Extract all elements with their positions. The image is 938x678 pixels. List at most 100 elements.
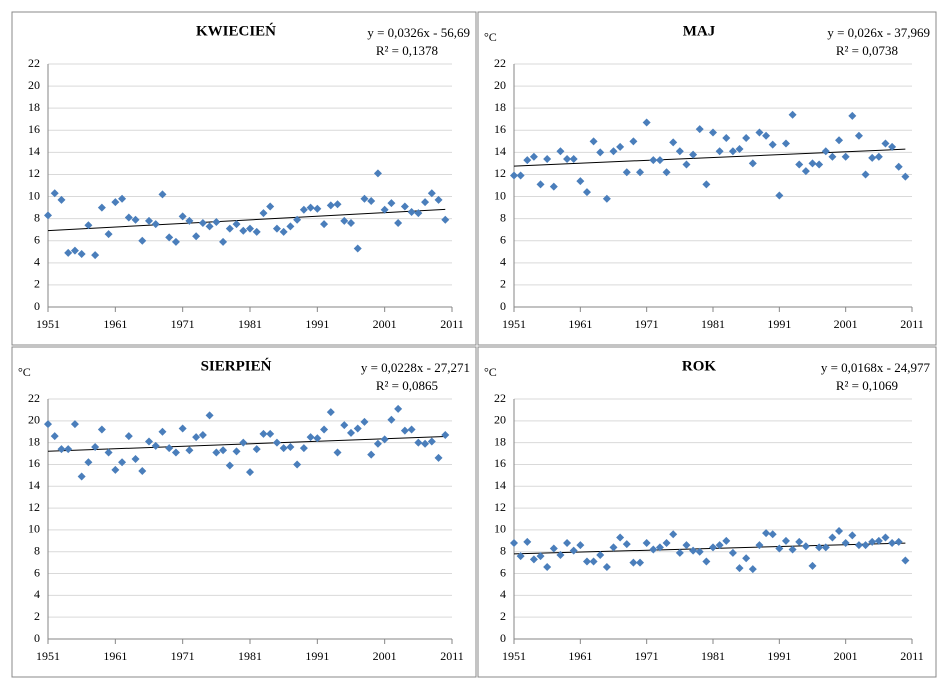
unit-label: °C — [484, 365, 497, 379]
data-point — [97, 425, 106, 434]
data-point — [326, 201, 335, 210]
data-point — [400, 202, 409, 211]
data-point — [57, 195, 66, 204]
y-tick-label: 16 — [28, 122, 40, 136]
data-point — [529, 555, 538, 564]
data-point — [347, 219, 355, 228]
data-point — [728, 147, 737, 156]
r-squared: R² = 0,0865 — [376, 378, 438, 393]
data-point — [434, 195, 443, 204]
data-point — [702, 557, 711, 566]
data-point — [722, 536, 731, 545]
y-tick-label: 4 — [500, 587, 506, 601]
data-point — [124, 432, 133, 441]
data-point — [901, 556, 910, 565]
data-point — [543, 563, 552, 571]
y-tick-label: 18 — [28, 434, 40, 448]
data-point — [556, 147, 565, 156]
data-point — [642, 539, 651, 547]
data-point — [131, 215, 140, 224]
panel-frame — [477, 346, 937, 678]
data-point — [427, 437, 436, 446]
data-point — [286, 222, 295, 231]
trend-line — [513, 148, 906, 167]
y-tick-label: 14 — [28, 478, 40, 492]
x-tick-label: 1951 — [36, 317, 60, 331]
y-tick-label: 12 — [28, 500, 40, 514]
data-point — [523, 537, 532, 546]
data-point — [64, 248, 73, 257]
y-tick-label: 0 — [34, 299, 40, 313]
data-point — [841, 152, 850, 161]
data-point — [293, 460, 302, 469]
data-point — [91, 251, 100, 260]
data-point — [589, 137, 598, 146]
data-point — [151, 441, 160, 450]
data-point — [815, 160, 824, 169]
data-point — [888, 539, 897, 547]
data-point — [434, 453, 443, 462]
x-tick-label: 1971 — [635, 317, 659, 331]
data-point — [84, 221, 93, 230]
data-point — [828, 533, 837, 542]
data-point — [219, 237, 228, 246]
x-tick-label: 1971 — [171, 317, 195, 331]
data-point — [293, 215, 302, 224]
data-point — [775, 544, 784, 553]
data-point — [589, 557, 598, 566]
data-point — [563, 154, 572, 163]
data-point — [808, 159, 817, 168]
y-tick-label: 4 — [34, 587, 40, 601]
data-point — [609, 147, 618, 156]
data-point — [801, 542, 810, 551]
data-point — [868, 153, 877, 162]
data-point — [602, 194, 611, 203]
data-point — [768, 140, 777, 149]
x-tick-label: 1961 — [103, 649, 127, 663]
data-point — [742, 554, 751, 563]
data-point — [97, 203, 106, 212]
data-point — [272, 224, 281, 233]
data-point — [655, 156, 664, 165]
data-point — [138, 236, 147, 245]
data-point — [192, 232, 201, 241]
y-tick-label: 14 — [494, 144, 506, 158]
data-point — [629, 558, 638, 567]
x-tick-label: 1991 — [767, 649, 791, 663]
x-tick-label: 2001 — [834, 317, 858, 331]
data-point — [239, 438, 248, 447]
data-point — [232, 220, 241, 229]
data-point — [333, 448, 342, 457]
data-point — [340, 421, 349, 430]
x-tick-label: 1971 — [171, 649, 195, 663]
data-point — [387, 199, 396, 208]
data-point — [50, 189, 59, 198]
data-point — [299, 444, 308, 453]
data-point — [629, 137, 638, 146]
y-tick-label: 20 — [28, 78, 40, 92]
data-point — [609, 543, 618, 552]
data-point — [821, 543, 830, 552]
data-point — [158, 427, 167, 436]
data-point — [380, 435, 389, 444]
data-point — [861, 170, 870, 179]
data-point — [529, 152, 538, 161]
y-tick-label: 2 — [500, 609, 506, 623]
x-tick-label: 1991 — [305, 649, 329, 663]
data-point — [722, 134, 731, 143]
data-point — [178, 424, 187, 433]
chart-title: MAJ — [683, 23, 716, 39]
data-point — [219, 446, 228, 455]
data-point — [111, 465, 120, 474]
data-point — [788, 110, 797, 119]
data-point — [582, 557, 591, 566]
data-point — [407, 425, 416, 434]
data-point — [762, 529, 771, 538]
data-point — [373, 169, 382, 178]
data-point — [299, 205, 308, 214]
data-point — [649, 545, 658, 554]
y-tick-label: 10 — [494, 522, 506, 536]
y-tick-label: 2 — [34, 609, 40, 623]
unit-label: °C — [18, 365, 31, 379]
y-tick-label: 14 — [494, 478, 506, 492]
